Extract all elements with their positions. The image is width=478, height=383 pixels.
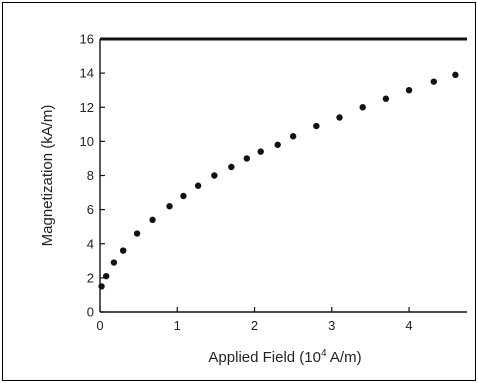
data-point — [336, 114, 343, 121]
x-axis-title-main: Applied Field (10 — [208, 349, 321, 366]
x-axis-title-exponent: 4 — [321, 348, 327, 359]
y-tick-label: 12 — [80, 100, 94, 115]
data-point — [382, 95, 390, 102]
plot-area — [100, 39, 467, 312]
data-point — [133, 230, 141, 237]
data-point — [289, 133, 297, 140]
data-point — [119, 247, 127, 254]
y-tick-label: 2 — [87, 270, 94, 285]
data-point — [166, 203, 173, 210]
data-point — [211, 172, 218, 179]
y-axis-title: Magnetization (kA/m) — [39, 105, 56, 247]
data-point — [430, 78, 437, 85]
data-point — [180, 192, 187, 200]
data-point — [452, 71, 459, 79]
data-point — [228, 163, 235, 171]
plot-box — [100, 39, 467, 312]
y-tick-label: 16 — [80, 32, 94, 47]
data-point — [102, 272, 110, 280]
x-tick-label: 1 — [174, 318, 181, 333]
data-point — [243, 155, 250, 162]
data-point — [313, 122, 320, 130]
y-tick-label: 14 — [80, 66, 94, 81]
x-tick-label: 2 — [251, 318, 258, 333]
y-tick-label: 0 — [87, 305, 94, 320]
x-axis-title-unit: A/m) — [327, 349, 362, 366]
data-point — [98, 283, 105, 290]
y-tick-label: 10 — [80, 134, 94, 149]
y-tick-label: 8 — [87, 168, 94, 183]
data-point — [274, 141, 281, 148]
x-tick-label: 0 — [96, 318, 103, 333]
data-point — [110, 259, 118, 266]
y-tick-label: 6 — [87, 202, 94, 217]
x-tick-label: 3 — [328, 318, 335, 333]
data-point — [149, 216, 156, 224]
x-tick-label: 4 — [405, 318, 412, 333]
x-axis-title: Applied Field (104 A/m) — [208, 348, 361, 366]
y-tick-label: 4 — [87, 236, 94, 251]
data-point — [257, 148, 264, 155]
data-point — [359, 104, 366, 111]
data-point — [194, 182, 202, 189]
data-point — [405, 86, 413, 94]
data-points — [98, 71, 459, 290]
